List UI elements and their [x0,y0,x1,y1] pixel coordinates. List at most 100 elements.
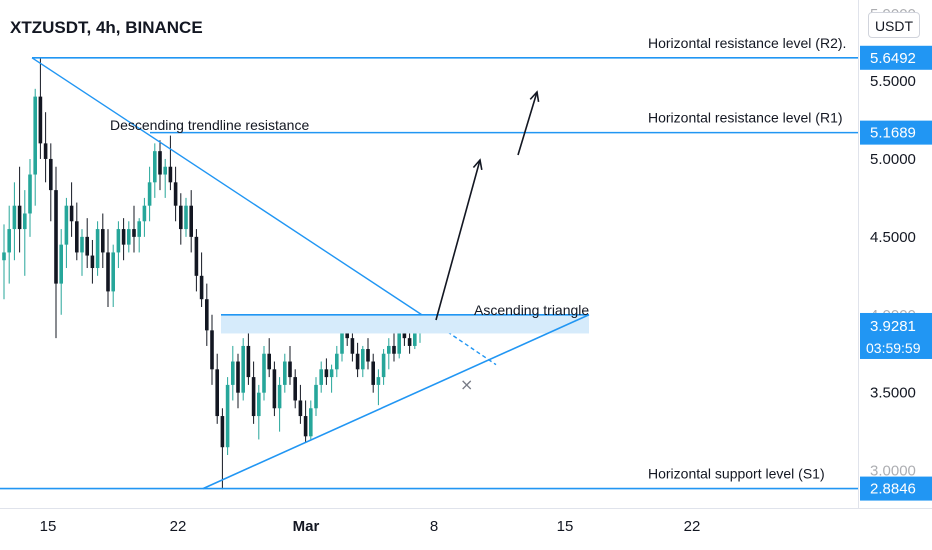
candle [376,369,381,406]
candle [106,229,110,307]
price-badge-label: 2.8846 [870,481,916,498]
candle [80,229,84,276]
candle [361,345,365,378]
time-axis: 15 22 Mar 8 15 22 [40,518,701,535]
price-badge-label: 5.1689 [870,125,916,142]
candle-body [225,384,230,448]
price-axis: 5.6492 5.1689 2.8846 5.5000 5.0000 4.5000 3.50… [860,6,932,501]
candle-body [194,236,199,276]
candle-body [179,205,183,230]
candle-body [272,369,277,409]
candle-body [43,143,48,159]
target-arrow-r2-head [529,90,540,103]
candle-body [163,166,167,175]
candle [111,244,115,307]
price-tick-label: 5.5000 [870,73,916,90]
candle [246,330,251,385]
candle-body [116,229,121,253]
candle [319,361,323,393]
candle-body [220,416,225,448]
triangle-label: Ascending triangle [474,302,589,318]
candle-body [283,361,287,385]
candle [267,338,271,378]
price-tick-label: 4.5000 [870,229,916,246]
candle-body [69,205,74,222]
candle-body [121,229,126,245]
candle-body [132,229,136,237]
candle [95,221,100,276]
last-price-label: 3.9281 [870,318,916,335]
candle [366,338,370,370]
symbol-title: XTZUSDT, 4h, BINANCE [10,18,203,37]
candle-body [324,369,329,378]
candle [85,218,89,269]
currency-button[interactable]: USDT [868,12,920,38]
descending-trendline-extension [435,323,497,366]
time-tick-label: 15 [557,518,574,535]
bar-countdown-label: 03:59:59 [866,340,921,356]
candle [189,190,193,253]
candle-body [231,361,235,385]
candle [75,202,79,261]
candle-body [95,229,100,269]
candle-body [257,392,261,417]
candle-body [12,205,17,230]
candle-body [241,345,245,393]
price-tick-label: 3.5000 [870,385,916,402]
candle [262,345,266,401]
descending-trendline-label: Descending trendline resistance [110,117,309,133]
candle [293,369,297,409]
candle [215,353,219,424]
candle-body [189,205,193,237]
candle [12,182,17,261]
candle [28,158,32,237]
candle-body [298,400,303,417]
candle [381,349,386,385]
candle-body [371,361,375,385]
candle-body [33,96,37,175]
candle [277,377,282,432]
candle [205,283,209,346]
candle [132,205,136,253]
candle [158,140,162,191]
candle-body [413,333,417,346]
candle-body [184,205,188,230]
candle [329,364,334,393]
candle-body [59,244,63,284]
candle-body [158,151,162,175]
candle-body [366,349,370,362]
last-price-badge [860,312,932,359]
candle [309,400,313,440]
candle [116,221,121,269]
candle [324,358,329,385]
time-tick-label: 8 [430,518,438,535]
candle [257,384,261,440]
candle-body [85,236,89,256]
level-label: Horizontal resistance level (R1) [648,110,843,126]
chart-drawings: Horizontal resistance level (R2). Horizon… [0,35,858,490]
candle-body [355,353,360,370]
candle [236,353,240,409]
candle-body [147,182,152,206]
candle [298,384,303,424]
candle [225,377,230,456]
candle [397,330,401,359]
candle-body [407,338,412,346]
ascending-support-line [202,314,590,490]
candle-body [90,255,95,269]
candle-body [314,384,318,409]
target-arrow-r2 [517,91,538,156]
candle [168,135,173,191]
level-label: Horizontal support level (S1) [648,466,825,482]
candle [251,361,256,424]
candle-body [381,353,386,378]
candle [335,345,339,378]
target-arrow-r1 [435,159,481,321]
candle [231,345,235,401]
candle [184,197,188,237]
candle-body [236,361,240,393]
candle [153,143,157,198]
candle-body [309,408,313,437]
candle [69,182,74,237]
